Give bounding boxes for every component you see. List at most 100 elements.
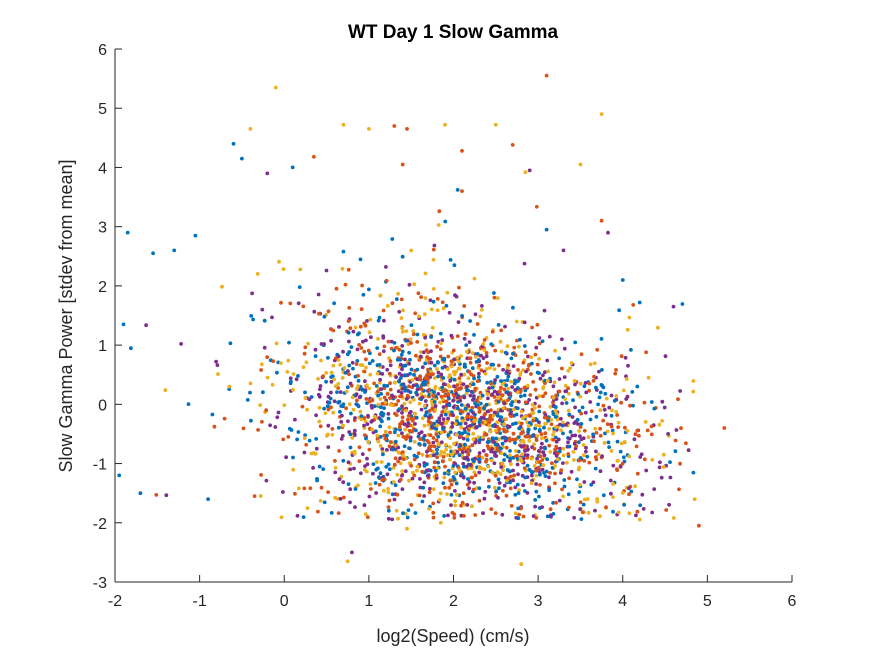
scatter-point (578, 434, 582, 439)
scatter-point (530, 361, 534, 366)
scatter-point (519, 431, 523, 436)
scatter-point (479, 415, 484, 420)
scatter-point (361, 339, 365, 344)
scatter-point (486, 446, 491, 451)
scatter-point (391, 447, 395, 452)
scatter-point (439, 449, 444, 454)
scatter-point (578, 507, 582, 512)
scatter-point (398, 477, 403, 482)
scatter-point (511, 468, 515, 473)
scatter-point (504, 383, 508, 388)
scatter-point (414, 428, 418, 433)
scatter-point (544, 227, 549, 232)
scatter-point (372, 404, 377, 409)
scatter-point (312, 309, 317, 314)
scatter-point (455, 415, 459, 420)
scatter-point (427, 440, 431, 445)
scatter-point (581, 502, 586, 507)
scatter-point (350, 360, 355, 365)
scatter-point (456, 359, 461, 364)
scatter-point (516, 368, 520, 372)
scatter-point (514, 412, 519, 417)
scatter-point (534, 423, 538, 428)
scatter-point (518, 373, 523, 377)
scatter-point (540, 458, 545, 462)
scatter-point (348, 500, 352, 505)
scatter-point (516, 449, 521, 454)
scatter-point (386, 412, 391, 416)
scatter-point (385, 304, 390, 308)
scatter-point (317, 405, 322, 410)
scatter-point (598, 426, 602, 431)
scatter-point (534, 468, 539, 473)
scatter-point (379, 387, 383, 392)
scatter-point (441, 417, 446, 421)
scatter-point (333, 384, 338, 389)
scatter-point (423, 296, 428, 300)
scatter-point (355, 332, 360, 337)
scatter-point (264, 408, 269, 413)
scatter-point (603, 391, 608, 396)
scatter-point (543, 391, 548, 396)
scatter-point (214, 359, 219, 364)
scatter-point (417, 442, 422, 446)
scatter-point (369, 403, 374, 408)
scatter-point (506, 374, 511, 379)
scatter-point (637, 433, 641, 438)
scatter-point (534, 204, 539, 209)
scatter-point (487, 484, 491, 489)
scatter-point (154, 493, 159, 497)
scatter-point (117, 473, 122, 478)
scatter-point (498, 472, 503, 477)
scatter-point (371, 462, 376, 466)
scatter-point (339, 437, 344, 441)
scatter-point (595, 499, 600, 504)
scatter-point (588, 400, 593, 404)
scatter-point (443, 393, 447, 398)
scatter-point (602, 441, 607, 445)
scatter-point (467, 486, 471, 491)
scatter-point (422, 494, 426, 498)
scatter-point (346, 460, 351, 465)
scatter-point (523, 400, 528, 405)
scatter-point (545, 378, 550, 383)
scatter-point (424, 343, 428, 347)
scatter-point (336, 425, 341, 430)
scatter-point (394, 427, 398, 432)
scatter-point (262, 345, 267, 350)
scatter-point (443, 485, 447, 490)
scatter-point (396, 399, 401, 403)
scatter-point (522, 393, 527, 398)
scatter-point (431, 299, 436, 304)
scatter-point (376, 393, 380, 398)
scatter-point (220, 284, 224, 289)
scatter-point (415, 383, 419, 388)
scatter-point (348, 467, 353, 472)
scatter-point (477, 409, 482, 414)
scatter-point (401, 308, 405, 313)
scatter-point (251, 317, 256, 322)
scatter-point (352, 428, 357, 433)
scatter-point (492, 450, 497, 455)
scatter-point (341, 122, 346, 127)
scatter-point (321, 374, 325, 379)
scatter-point (579, 422, 584, 426)
scatter-point (386, 490, 391, 495)
scatter-point (564, 423, 568, 427)
scatter-point (490, 385, 495, 390)
scatter-point (442, 358, 447, 362)
scatter-point (467, 340, 472, 344)
scatter-point (460, 149, 464, 153)
scatter-point (260, 307, 265, 312)
scatter-point (486, 396, 490, 401)
scatter-point (435, 451, 439, 456)
scatter-point (452, 384, 456, 389)
x-ticks: -2 -1 0 1 2 3 4 5 6 (108, 575, 797, 610)
scatter-point (317, 464, 322, 469)
scatter-point (468, 462, 473, 467)
scatter-point (453, 499, 458, 503)
scatter-point (381, 335, 386, 340)
scatter-point (443, 412, 448, 417)
scatter-point (562, 478, 567, 482)
scatter-point (639, 452, 644, 457)
